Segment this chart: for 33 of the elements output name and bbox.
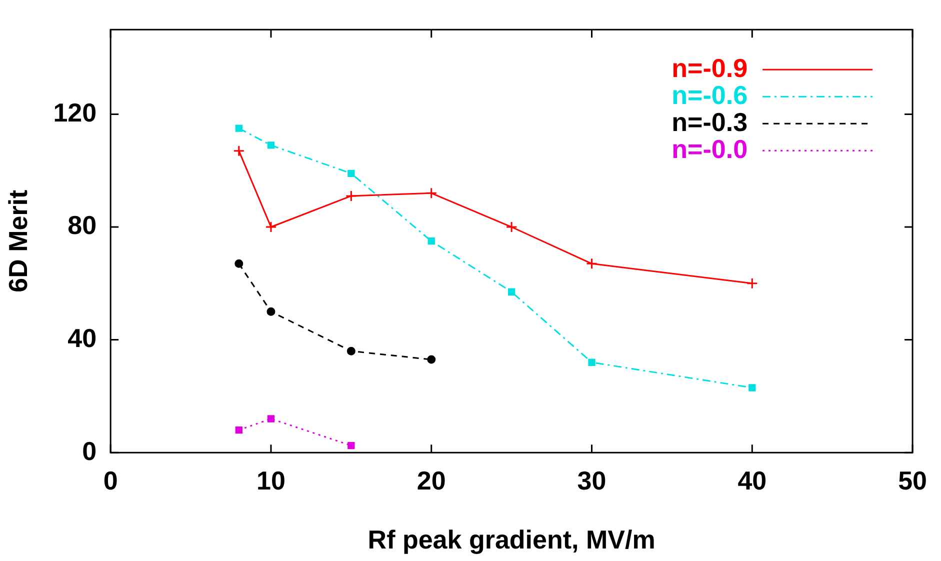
point bbox=[235, 426, 242, 434]
point bbox=[748, 384, 756, 392]
y-tick-label: 120 bbox=[53, 97, 97, 128]
x-axis-title: Rf peak gradient, MV/m bbox=[368, 524, 656, 555]
point bbox=[233, 145, 245, 157]
y-tick-label: 0 bbox=[82, 436, 97, 466]
point bbox=[267, 415, 275, 422]
point bbox=[586, 258, 598, 270]
point bbox=[234, 259, 244, 268]
point bbox=[508, 288, 516, 296]
point bbox=[427, 355, 436, 364]
point bbox=[588, 358, 596, 366]
point bbox=[267, 142, 275, 149]
y-axis-title: 6D Merit bbox=[2, 189, 33, 292]
x-tick-label: 0 bbox=[103, 465, 118, 496]
point bbox=[346, 346, 356, 356]
point bbox=[348, 442, 355, 450]
point bbox=[266, 307, 276, 316]
point bbox=[265, 221, 277, 233]
x-tick-label: 40 bbox=[738, 465, 767, 496]
x-tick-label: 30 bbox=[577, 465, 606, 496]
point bbox=[235, 124, 242, 132]
point bbox=[348, 170, 355, 177]
point bbox=[428, 238, 435, 245]
x-tick-label: 50 bbox=[898, 465, 927, 496]
point bbox=[345, 190, 357, 202]
x-tick-label: 10 bbox=[256, 465, 286, 496]
y-tick-label: 40 bbox=[68, 322, 97, 353]
y-tick-label: 80 bbox=[68, 210, 97, 240]
x-tick-label: 20 bbox=[416, 465, 446, 496]
point bbox=[746, 278, 758, 290]
point bbox=[426, 187, 438, 199]
point bbox=[506, 221, 518, 233]
